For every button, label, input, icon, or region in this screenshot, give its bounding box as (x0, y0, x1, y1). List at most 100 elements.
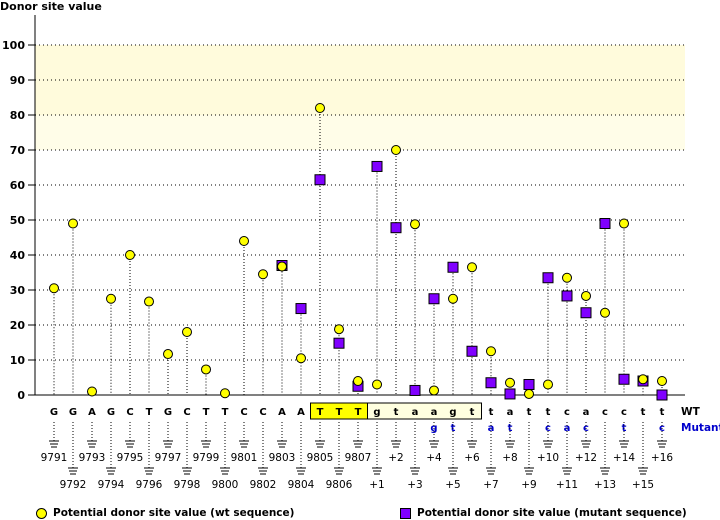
wt-point (524, 388, 534, 399)
wt-base: t (660, 407, 665, 418)
wt-base: C (259, 407, 266, 418)
wt-base: A (297, 407, 305, 418)
y-tick-label: 20 (10, 319, 26, 332)
y-tick-label: 50 (10, 214, 26, 227)
position-label: +12 (575, 452, 597, 464)
wt-point (562, 272, 572, 283)
highlight-band (35, 115, 685, 150)
wt-point (277, 261, 287, 272)
mutant-point (466, 345, 478, 357)
wt-point (638, 374, 648, 385)
wt-base: T (146, 407, 153, 418)
position-label: 9792 (60, 479, 87, 491)
wt-point (163, 349, 173, 360)
mutant-point (561, 290, 573, 302)
y-tick-label: 30 (10, 284, 26, 297)
legend-mutant: Potential donor site value (mutant seque… (400, 507, 687, 519)
wt-point (258, 269, 268, 280)
wt-base: c (564, 407, 570, 418)
wt-point (657, 376, 667, 386)
wt-point (182, 327, 192, 337)
wt-point (353, 376, 363, 386)
mutant-point (428, 293, 440, 305)
wt-point (220, 388, 230, 399)
position-label: +13 (594, 479, 616, 491)
mutant-point (314, 174, 326, 186)
wt-point (296, 353, 306, 364)
wt-point (581, 290, 591, 301)
position-label: +8 (502, 452, 517, 464)
position-label: +14 (613, 452, 635, 464)
mutant-point (599, 218, 611, 229)
position-label: 9806 (326, 479, 353, 491)
position-label: 9799 (193, 452, 220, 464)
wt-point (410, 219, 420, 230)
wt-point (125, 250, 135, 260)
position-label: +9 (521, 479, 536, 491)
legend-wt-circle-icon (36, 507, 47, 519)
position-label: +15 (632, 479, 654, 491)
position-label: 9795 (117, 452, 144, 464)
wt-point (106, 293, 116, 304)
intron-highlight-box (367, 402, 482, 420)
wt-base: t (527, 407, 532, 418)
wt-point (49, 283, 59, 294)
position-label: 9791 (41, 452, 68, 464)
wt-base: C (183, 407, 190, 418)
y-tick-label: 60 (10, 179, 26, 192)
position-label: 9804 (288, 479, 315, 491)
wt-base: C (240, 407, 247, 418)
wt-point (505, 377, 515, 388)
y-tick-label: 70 (10, 144, 26, 157)
position-label: 9796 (136, 479, 163, 491)
mutant-row-label: Mutant (681, 422, 720, 434)
wt-base: T (317, 407, 324, 418)
wt-base: T (222, 407, 229, 418)
wt-base: t (489, 407, 494, 418)
wt-point (87, 386, 97, 397)
position-label: 9803 (269, 452, 296, 464)
wt-point (600, 307, 610, 318)
position-label: +4 (426, 452, 442, 464)
wt-base: G (50, 407, 58, 418)
wt-point (543, 379, 553, 390)
position-label: 9798 (174, 479, 201, 491)
mutant-point (447, 261, 459, 273)
wt-base: c (602, 407, 608, 418)
mutant-point (333, 337, 345, 349)
legend-mutant-label: Potential donor site value (mutant seque… (417, 507, 687, 519)
position-label: +2 (388, 452, 403, 464)
wt-point (144, 296, 154, 307)
wt-point (448, 293, 458, 304)
wt-point (372, 379, 382, 390)
wt-base: a (412, 407, 419, 418)
legend-wt-label: Potential donor site value (wt sequence) (53, 507, 295, 519)
position-label: 9794 (98, 479, 125, 491)
wt-base: G (164, 407, 172, 418)
position-label: +3 (407, 479, 422, 491)
position-label: 9800 (212, 479, 239, 491)
wt-base: g (449, 407, 456, 418)
wt-base: a (507, 407, 514, 418)
mutant-point (390, 222, 402, 234)
position-label: +5 (445, 479, 460, 491)
position-label: 9805 (307, 452, 334, 464)
y-tick-label: 40 (10, 249, 26, 262)
y-tick-label: 90 (10, 74, 26, 87)
mutant-point (371, 160, 383, 172)
position-label: +7 (483, 479, 498, 491)
wt-point (467, 262, 477, 273)
wt-base: T (355, 407, 362, 418)
position-label: 9801 (231, 452, 258, 464)
wt-base: a (583, 407, 590, 418)
wt-base: A (278, 407, 286, 418)
mutant-point (295, 303, 307, 315)
wt-base: a (431, 407, 438, 418)
wt-point (315, 103, 325, 113)
wt-base: T (203, 407, 210, 418)
mutant-point (618, 373, 630, 385)
mutant-point (409, 384, 421, 396)
wt-base: c (621, 407, 627, 418)
position-label: +6 (464, 452, 480, 464)
